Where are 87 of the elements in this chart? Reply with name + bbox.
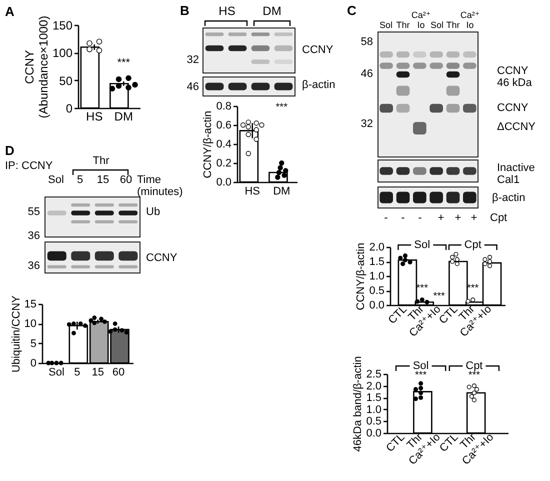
text: C (347, 3, 356, 20)
text: + (470, 212, 478, 224)
y-tick-label: 1.0 (366, 404, 382, 416)
y-tick-label: 0 (30, 358, 36, 370)
text: Sol (430, 20, 444, 30)
y-tick-label: 0.0 (369, 300, 384, 312)
text: 36 (28, 260, 40, 272)
x-tick-label: CTL (386, 303, 410, 326)
y-tick-label: 150 (52, 18, 73, 32)
text: Inactive Cal1 (497, 162, 535, 187)
y-tick-label: 1.5 (366, 392, 382, 404)
y-axis-title: 46kDa band/β-actin (352, 356, 364, 452)
y-tick-label: 2.0 (369, 242, 384, 254)
text: 5 (76, 174, 84, 186)
text: 58 (360, 36, 373, 48)
text: 15 (96, 174, 110, 186)
x-tick-label: CTL (384, 431, 408, 454)
text: Sol (48, 174, 64, 186)
text: ΔCCNY (497, 120, 536, 134)
text: Thr (92, 154, 110, 168)
y-tick-label: 0.6 (216, 120, 232, 132)
y-tick-label: 50 (59, 74, 73, 88)
x-tick-label: 15 (92, 366, 104, 378)
annotation: *** (117, 56, 130, 70)
text: Cpt (466, 360, 483, 372)
y-tick-label: 0.5 (369, 285, 384, 297)
text: Cpt (490, 212, 508, 224)
y-tick-label: 0 (66, 102, 73, 116)
annotation: *** (276, 102, 288, 114)
text: 32 (360, 118, 373, 130)
text: β-actin (302, 78, 336, 92)
annotation: *** (467, 283, 479, 295)
chart-title: A (5, 4, 14, 20)
y-tick-label: 2.0 (366, 380, 382, 392)
text: Thr (396, 20, 410, 30)
text: 55 (28, 206, 40, 218)
y-tick-label: 1.5 (369, 256, 384, 268)
text: 46 (186, 80, 199, 94)
text: + (438, 212, 444, 224)
text: CCNY (497, 102, 528, 114)
text: CCNY 46 kDa (497, 64, 532, 90)
y-tick-label: 0.5 (366, 416, 382, 428)
text: Sol (379, 20, 393, 30)
text: β-actin (492, 192, 526, 204)
y-tick-label: 10 (24, 318, 36, 330)
y-axis-title: Ubiquitin/CCNY (10, 294, 22, 373)
y-tick-label: 0.8 (216, 100, 232, 112)
y-axis-title: CCNY (Abundance×1000) (22, 16, 50, 118)
annotation: *** (414, 370, 427, 382)
y-axis-title: CCNY/β-actin (355, 242, 368, 310)
text: 46 (360, 68, 373, 80)
text: D (5, 143, 14, 160)
text: 36 (28, 230, 40, 242)
text: Time (minutes) (137, 174, 183, 199)
y-tick-label: 0.0 (366, 428, 382, 440)
text: - (384, 212, 388, 224)
y-tick-label: 1.0 (369, 270, 384, 282)
x-tick-label: Sol (48, 366, 64, 378)
annotation: Cpt (464, 238, 482, 252)
text: HS (218, 4, 236, 19)
annotation: *** (468, 370, 480, 382)
y-tick-label: 0.4 (216, 138, 232, 150)
x-tick-label: 60 (112, 366, 125, 378)
y-tick-label: 0.2 (216, 158, 232, 170)
text: + (454, 212, 462, 224)
y-tick-label: 100 (52, 46, 73, 60)
text: B (180, 3, 190, 20)
y-axis-title: CCNY/β-actin (202, 110, 214, 178)
text: CCNY (146, 252, 178, 264)
text: DM (262, 4, 282, 19)
text: - (418, 212, 422, 224)
text: Thr (446, 20, 460, 30)
text: CCNY (302, 44, 334, 56)
text: - (401, 212, 405, 224)
text: Ca²⁺ Io (460, 10, 480, 30)
annotation: *** (416, 283, 428, 295)
y-tick-label: 2.5 (366, 368, 382, 380)
text: 60 (120, 174, 132, 186)
y-tick-label: 0.0 (216, 176, 232, 188)
x-tick-label: 5 (74, 366, 80, 378)
annotation: *** (433, 291, 445, 303)
text: Ub (146, 206, 160, 218)
y-tick-label: 5 (30, 338, 36, 350)
text: Ca²⁺ Io (411, 10, 431, 30)
text: 32 (186, 54, 199, 66)
text: IP: CCNY (5, 160, 53, 172)
annotation: Sol (414, 238, 430, 252)
